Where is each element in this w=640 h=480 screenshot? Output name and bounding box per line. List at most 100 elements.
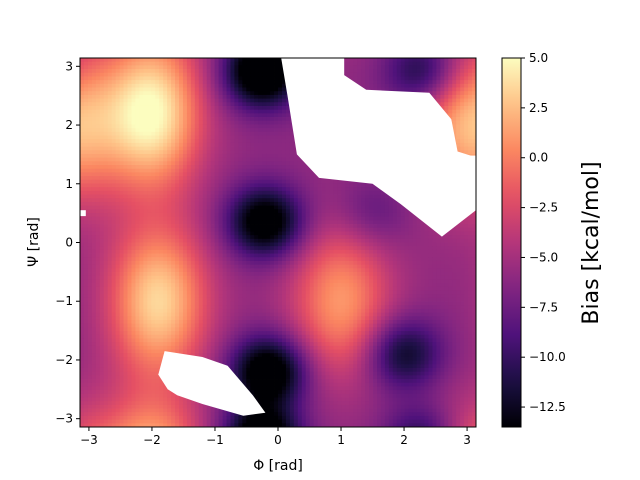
heatmap-cell (190, 338, 196, 343)
heatmap-cell (80, 257, 85, 262)
heatmap-cell (99, 246, 105, 251)
heatmap-cell (91, 176, 97, 181)
heatmap-cell (242, 419, 247, 424)
heatmap-cell (99, 194, 105, 199)
heatmap-cell (135, 249, 140, 254)
heatmap-cell (182, 297, 188, 302)
heatmap-cell (139, 242, 144, 247)
heatmap-cell (222, 176, 227, 181)
heatmap-cell (262, 349, 267, 354)
heatmap-cell (91, 334, 97, 339)
heatmap-cell (214, 209, 219, 214)
heatmap-cell (246, 190, 251, 195)
heatmap-cell (210, 124, 216, 129)
heatmap-cell (147, 157, 152, 162)
heatmap-cell (242, 80, 247, 85)
heatmap-cell (246, 286, 251, 291)
heatmap-cell (143, 172, 148, 177)
heatmap-cell (143, 205, 148, 210)
heatmap-cell (123, 139, 128, 144)
heatmap-cell (175, 98, 180, 103)
heatmap-cell (250, 249, 255, 254)
heatmap-cell (226, 113, 231, 118)
heatmap-cell (159, 216, 164, 221)
heatmap-cell (159, 198, 164, 203)
heatmap-cell (179, 275, 184, 280)
heatmap-cell (99, 305, 105, 310)
heatmap-cell (159, 283, 164, 288)
heatmap-cell (246, 117, 251, 122)
heatmap-cell (83, 235, 89, 240)
heatmap-cell (234, 58, 239, 63)
heatmap-cell (155, 382, 160, 387)
heatmap-cell (230, 58, 235, 63)
heatmap-cell (230, 360, 235, 365)
heatmap-cell (194, 253, 200, 258)
heatmap-cell (103, 375, 109, 380)
heatmap-cell (99, 331, 105, 336)
heatmap-cell (179, 319, 184, 325)
heatmap-cell (127, 305, 132, 310)
heatmap-cell (270, 367, 275, 373)
heatmap-cell (206, 150, 212, 155)
heatmap-cell (123, 212, 128, 218)
heatmap-cell (80, 76, 85, 81)
heatmap-cell (91, 212, 97, 218)
heatmap-cell (159, 290, 164, 295)
heatmap-cell (95, 91, 101, 96)
heatmap-cell (155, 308, 160, 314)
heatmap-cell (147, 297, 152, 302)
heatmap-cell (143, 367, 148, 373)
heatmap-cell (99, 349, 105, 354)
heatmap-cell (226, 172, 231, 177)
heatmap-cell (107, 76, 113, 81)
heatmap-cell (95, 349, 101, 354)
heatmap-cell (111, 139, 117, 144)
heatmap-cell (186, 146, 192, 151)
heatmap-cell (230, 201, 235, 206)
heatmap-cell (91, 360, 97, 365)
heatmap-cell (135, 212, 140, 218)
heatmap-cell (143, 183, 148, 188)
heatmap-cell (139, 172, 144, 177)
heatmap-cell (107, 205, 113, 210)
heatmap-cell (159, 286, 164, 291)
heatmap-cell (218, 338, 223, 343)
heatmap-cell (262, 209, 267, 214)
heatmap-cell (159, 338, 164, 343)
heatmap-cell (210, 423, 216, 428)
heatmap-cell (159, 412, 164, 417)
heatmap-cell (262, 264, 267, 269)
heatmap-cell (198, 102, 204, 107)
heatmap-cell (167, 135, 172, 140)
heatmap-cell (91, 279, 97, 284)
heatmap-cell (222, 227, 227, 232)
heatmap-cell (167, 224, 172, 229)
heatmap-cell (175, 327, 180, 332)
heatmap-cell (202, 157, 208, 162)
heatmap-cell (274, 345, 279, 350)
heatmap-cell (80, 275, 85, 280)
heatmap-cell (190, 316, 196, 321)
heatmap-cell (250, 231, 255, 236)
heatmap-cell (226, 316, 231, 321)
heatmap-cell (234, 176, 239, 181)
heatmap-cell (182, 415, 188, 421)
heatmap-cell (115, 297, 120, 302)
heatmap-cell (119, 249, 124, 254)
heatmap-cell (143, 253, 148, 258)
heatmap-cell (83, 283, 89, 288)
heatmap-cell (163, 423, 168, 428)
heatmap-cell (218, 286, 223, 291)
heatmap-cell (222, 224, 227, 229)
heatmap-cell (202, 297, 208, 302)
heatmap-cell (83, 249, 89, 254)
heatmap-cell (242, 279, 247, 284)
heatmap-cell (123, 345, 128, 350)
heatmap-cell (206, 290, 212, 295)
heatmap-cell (171, 412, 176, 417)
heatmap-cell (127, 331, 132, 336)
heatmap-cell (99, 279, 105, 284)
heatmap-cell (234, 283, 239, 288)
heatmap-cell (198, 76, 204, 81)
